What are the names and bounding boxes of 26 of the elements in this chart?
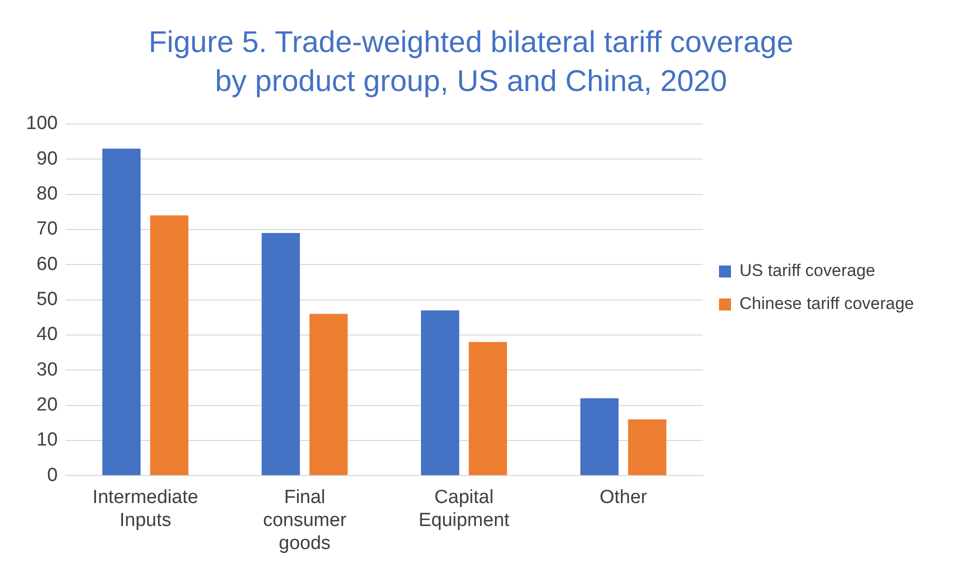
y-tick-label: 100 [26,113,58,134]
legend-label: US tariff coverage [739,261,876,280]
y-tick-label: 20 [36,394,58,416]
y-tick-label: 90 [36,148,58,170]
chart-title: Figure 5. Trade-weighted bilateral tariff coverage by product group, US and China, 2020 [148,26,794,98]
y-tick-label: 50 [36,289,58,310]
x-tick-label: Final consumer goods [262,487,348,554]
bar [262,232,300,476]
y-tick-label: 40 [36,324,58,346]
bar [102,148,141,476]
bar [468,342,508,476]
y-tick-label: 10 [36,430,58,451]
x-tick-label: Other [600,487,648,508]
bar [580,398,619,476]
y-tick-label: 70 [36,218,58,240]
legend-label: Chinese tariff coverage [739,294,914,314]
bar [420,310,460,476]
y-tick-label: 0 [47,464,58,486]
bar [150,215,188,476]
y-tick-label: 30 [36,359,58,380]
bar [628,419,666,476]
bar [309,314,348,476]
x-tick-label: Intermediate Inputs [92,487,198,532]
x-tick-label: Capital Equipment [418,487,510,532]
y-tick-label: 60 [36,254,58,275]
y-tick-label: 80 [36,184,58,205]
